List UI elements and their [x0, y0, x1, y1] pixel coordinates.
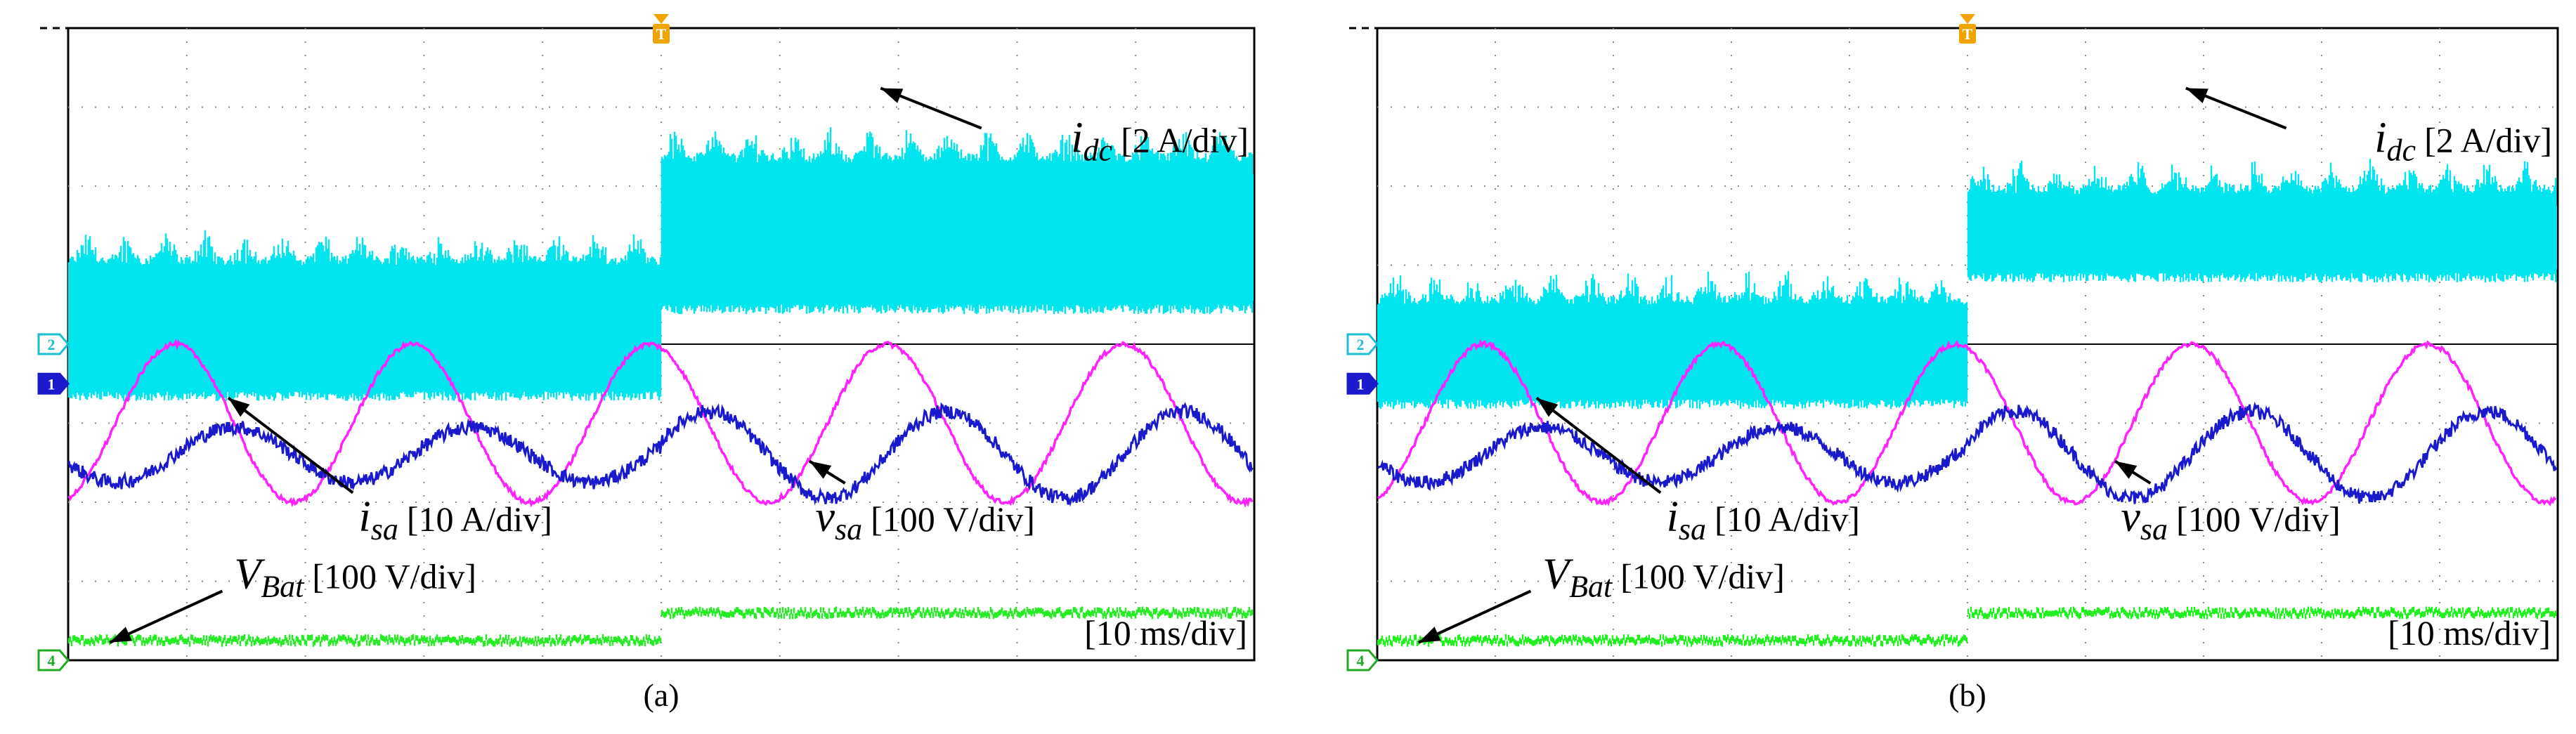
isa-arrow-b-shaft: [1535, 396, 1662, 494]
ch1-marker-a-label: 1: [48, 375, 56, 393]
isa-label-a: isa [10 A/div]: [359, 493, 552, 546]
idc-body-before-a: [69, 277, 661, 388]
idc-arrow-b: [2185, 86, 2287, 130]
idc-body-after-b: [1967, 206, 2557, 270]
vsa-arrow-a-head-icon: [809, 461, 832, 479]
isa-label-b-main: i: [1667, 493, 1679, 541]
vsa-label-a-main: v: [815, 493, 835, 541]
trigger-label: T: [1963, 25, 1973, 43]
isa-label-b-sub: sa: [1679, 512, 1706, 546]
ch4-marker-b-icon: [1346, 649, 1379, 671]
ch4-marker-a: 4: [37, 649, 70, 671]
trigger-arrow-icon: [653, 14, 669, 24]
ch1-marker-a: 1: [37, 372, 70, 395]
idc-arrow-a-head-icon: [880, 88, 904, 103]
idc-label-b-main: i: [2374, 114, 2386, 162]
vsa-label-a-scale: [100 V/div]: [871, 499, 1035, 539]
vbat-label-a: VBat [100 V/div]: [234, 551, 476, 604]
vbat-arrow-b: [1417, 589, 1532, 644]
idc-body-before-b: [1378, 316, 1967, 396]
vbat-trace-b: [1377, 606, 2557, 647]
isa-trace-b: [1377, 401, 2558, 504]
vsa-trace-b: [1377, 339, 2557, 506]
idc-label-a: idc [2 A/div]: [1071, 114, 1249, 168]
vbat-arrow-a-head-icon: [110, 627, 132, 643]
isa-arrow-b: [1535, 396, 1662, 494]
vsa-label-b-scale: [100 V/div]: [2176, 499, 2341, 539]
idc-arrow-a: [880, 86, 982, 130]
ch2-marker-a: 2: [37, 333, 70, 355]
caption-b: (b): [1949, 677, 1986, 713]
idc-label-a-sub: dc: [1084, 133, 1113, 168]
ch1-marker-b: 1: [1346, 372, 1379, 395]
vsa-label-b: vsa [100 V/div]: [2121, 493, 2340, 546]
ch2-marker-b-label: 2: [1357, 336, 1365, 353]
idc-label-a-scale: [2 A/div]: [1121, 121, 1249, 160]
isa-trace-a: [67, 402, 1254, 507]
time-scale-label-b: [10 ms/div]: [2388, 613, 2551, 653]
ch2-marker-b: 2: [1346, 333, 1379, 355]
idc-body-after-a: [661, 174, 1254, 301]
ch1-marker-b-label: 1: [1357, 375, 1365, 393]
vbat-label-b-scale: [100 V/div]: [1620, 557, 1785, 596]
vbat-arrow-b-head-icon: [1418, 627, 1441, 643]
vbat-label-a-scale: [100 V/div]: [312, 557, 476, 596]
isa-label-a-sub: sa: [371, 512, 398, 546]
ch4-marker-b-label: 4: [1357, 652, 1365, 669]
ch2-marker-a-icon: [37, 333, 70, 355]
trigger-marker-b: T: [1959, 14, 1976, 44]
trigger-box: [1959, 24, 1976, 44]
isa-label-b-scale: [10 A/div]: [1715, 499, 1860, 539]
vsa-label-a-sub: sa: [835, 512, 862, 546]
series-idc-b: [1377, 159, 2557, 409]
trigger-box: [653, 24, 670, 44]
idc-arrow-b-head-icon: [2185, 88, 2209, 103]
caption-a: (a): [643, 677, 679, 713]
vsa-arrow-b-head-icon: [2115, 461, 2138, 479]
vbat-label-b: VBat [100 V/div]: [1542, 551, 1785, 604]
isa-arrow-b-head-icon: [1536, 398, 1559, 417]
vbat-label-a-sub: Bat: [261, 570, 305, 604]
vsa-arrow-a: [808, 459, 846, 485]
vbat-label-b-main: V: [1542, 551, 1573, 598]
idc-label-b-sub: dc: [2387, 133, 2416, 168]
idc-label-a-main: i: [1071, 114, 1083, 162]
trigger-marker-a: T: [653, 14, 670, 44]
series-idc-a: [67, 127, 1254, 401]
isa-arrow-a-shaft: [227, 396, 354, 494]
isa-label-b: isa [10 A/div]: [1667, 493, 1860, 546]
ch4-marker-a-icon: [37, 649, 70, 671]
vsa-label-b-sub: sa: [2140, 512, 2168, 546]
vbat-arrow-a: [109, 589, 223, 644]
ch4-marker-a-label: 4: [48, 652, 56, 669]
isa-label-a-scale: [10 A/div]: [407, 499, 552, 539]
isa-arrow-a: [227, 396, 354, 494]
ch2-marker-b-icon: [1346, 333, 1379, 355]
ch2-marker-a-label: 2: [48, 336, 56, 353]
ch1-marker-a-icon: [37, 372, 70, 395]
ch4-marker-b: 4: [1346, 649, 1379, 671]
trigger-arrow-icon: [1960, 14, 1975, 24]
idc-label-b-scale: [2 A/div]: [2424, 121, 2552, 160]
vbat-trace-a: [67, 606, 1254, 647]
vbat-label-b-sub: Bat: [1569, 570, 1613, 604]
time-scale-label-a: [10 ms/div]: [1084, 613, 1247, 653]
ch1-marker-b-icon: [1346, 372, 1379, 395]
trigger-label: T: [656, 25, 667, 43]
vsa-label-a: vsa [100 V/div]: [815, 493, 1034, 546]
isa-arrow-a-head-icon: [228, 398, 250, 417]
vsa-arrow-b: [2114, 459, 2152, 485]
vbat-label-a-main: V: [234, 551, 265, 598]
vsa-trace-a: [67, 339, 1254, 509]
idc-label-b: idc [2 A/div]: [2374, 114, 2552, 168]
isa-label-a-main: i: [359, 493, 371, 541]
vsa-label-b-main: v: [2121, 493, 2140, 541]
